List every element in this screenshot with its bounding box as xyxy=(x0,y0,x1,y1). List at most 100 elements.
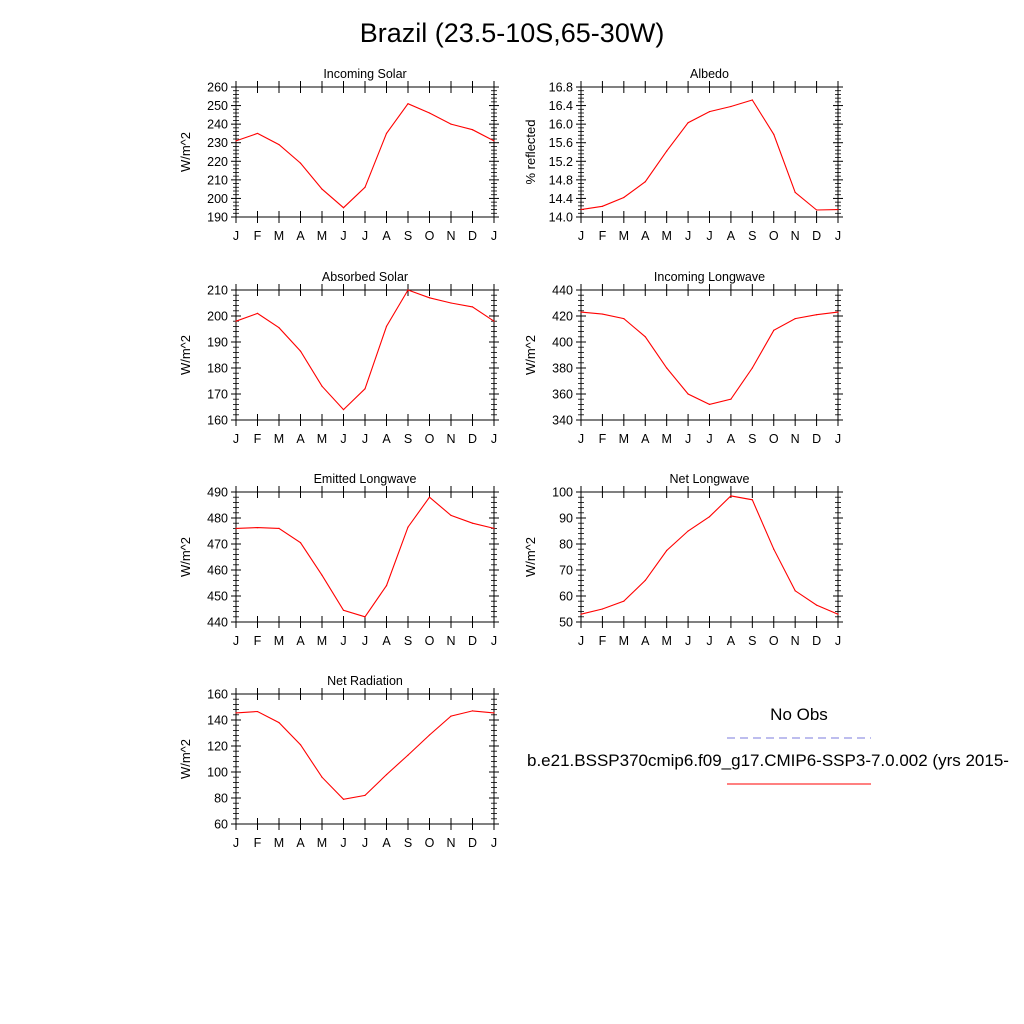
data-point xyxy=(299,744,302,746)
y-tick-label: 80 xyxy=(559,538,573,552)
x-tick-label: N xyxy=(791,229,800,243)
data-point xyxy=(730,495,732,497)
y-tick-label: 360 xyxy=(552,388,573,402)
data-point xyxy=(450,715,452,717)
x-tick-label: J xyxy=(340,836,346,850)
x-tick-label: N xyxy=(446,229,455,243)
data-point xyxy=(687,393,689,395)
data-point xyxy=(299,542,302,544)
y-axis-label: W/m^2 xyxy=(178,537,193,577)
x-tick-label: M xyxy=(274,836,284,850)
data-point xyxy=(342,409,345,411)
data-point xyxy=(235,320,237,322)
y-tick-label: 120 xyxy=(207,740,228,754)
panel-title: Albedo xyxy=(690,67,729,81)
y-tick-label: 230 xyxy=(207,136,228,150)
x-tick-label: O xyxy=(425,432,435,446)
data-point xyxy=(794,191,796,193)
y-axis-label: W/m^2 xyxy=(523,537,538,577)
data-point xyxy=(623,600,625,602)
y-tick-label: 340 xyxy=(552,414,573,428)
data-point xyxy=(407,103,409,105)
data-point xyxy=(342,207,345,209)
x-tick-label: D xyxy=(468,432,477,446)
x-tick-label: J xyxy=(685,432,691,446)
y-tick-label: 15.2 xyxy=(549,155,573,169)
data-point xyxy=(407,526,409,528)
data-point xyxy=(471,522,474,524)
data-point xyxy=(278,143,280,146)
x-tick-label: M xyxy=(619,229,629,243)
x-tick-label: A xyxy=(296,634,305,648)
data-point xyxy=(644,181,646,183)
y-tick-label: 250 xyxy=(207,99,228,113)
data-point xyxy=(256,132,259,135)
data-point xyxy=(815,314,818,316)
data-point xyxy=(364,186,366,188)
data-point xyxy=(428,496,431,498)
panel-title: Emitted Longwave xyxy=(314,472,417,486)
y-axis-label: W/m^2 xyxy=(178,739,193,779)
y-tick-label: 70 xyxy=(559,564,573,578)
x-tick-label: O xyxy=(425,836,435,850)
plot-frame xyxy=(235,289,495,421)
data-point xyxy=(687,530,689,532)
data-point xyxy=(321,776,323,778)
y-tick-label: 180 xyxy=(207,362,228,376)
data-point xyxy=(773,133,775,135)
x-tick-label: J xyxy=(685,229,691,243)
y-tick-label: 100 xyxy=(552,486,573,500)
data-point xyxy=(493,320,495,322)
x-tick-label: N xyxy=(446,634,455,648)
y-tick-label: 90 xyxy=(559,512,573,526)
x-tick-label: J xyxy=(685,634,691,648)
data-point xyxy=(751,99,753,101)
y-tick-label: 15.6 xyxy=(549,136,573,150)
y-tick-label: 220 xyxy=(207,155,228,169)
data-point xyxy=(364,616,366,618)
legend-model-label: b.e21.BSSP370cmip6.f09_g17.CMIP6-SSP3-7.… xyxy=(527,751,1009,770)
data-point xyxy=(471,129,474,131)
x-tick-label: J xyxy=(340,229,346,243)
y-tick-label: 160 xyxy=(207,414,228,428)
x-tick-label: M xyxy=(274,432,284,446)
legend-obs-label: No Obs xyxy=(770,705,828,724)
x-tick-label: J xyxy=(491,432,497,446)
data-point xyxy=(815,209,818,211)
y-tick-label: 14.0 xyxy=(549,211,573,225)
y-tick-label: 160 xyxy=(207,688,228,702)
plot-frame xyxy=(580,86,839,218)
x-tick-label: D xyxy=(468,229,477,243)
data-point xyxy=(235,712,237,714)
data-point xyxy=(708,403,711,405)
data-point xyxy=(580,613,582,615)
x-tick-label: D xyxy=(812,634,821,648)
x-tick-label: J xyxy=(233,634,239,648)
data-point xyxy=(450,123,452,125)
x-tick-label: J xyxy=(491,634,497,648)
data-point xyxy=(364,388,366,390)
data-point xyxy=(644,579,646,582)
x-tick-label: M xyxy=(317,229,327,243)
y-axis-label: % reflected xyxy=(523,119,538,184)
x-tick-label: O xyxy=(425,229,435,243)
data-point xyxy=(773,329,775,331)
y-tick-label: 16.0 xyxy=(549,118,573,132)
data-point xyxy=(730,105,732,108)
series-line xyxy=(580,495,839,615)
x-tick-label: M xyxy=(619,432,629,446)
plot-frame xyxy=(235,86,495,218)
x-tick-label: M xyxy=(317,432,327,446)
x-tick-label: S xyxy=(404,229,412,243)
y-tick-label: 140 xyxy=(207,714,228,728)
data-point xyxy=(428,297,431,299)
data-point xyxy=(794,318,796,320)
data-point xyxy=(623,318,625,320)
x-tick-label: D xyxy=(812,432,821,446)
x-tick-label: M xyxy=(661,229,671,243)
series-line xyxy=(235,710,495,800)
x-tick-label: J xyxy=(233,432,239,446)
